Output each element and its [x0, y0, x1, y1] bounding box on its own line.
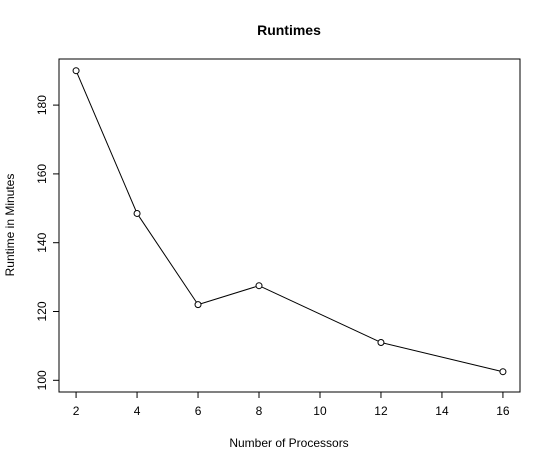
x-tick-label: 14 [435, 404, 449, 418]
y-tick-label: 100 [35, 370, 49, 390]
x-tick-label: 10 [313, 404, 327, 418]
series-line-segment [136, 213, 199, 305]
series-line-segment [75, 70, 138, 214]
x-tick-label: 12 [374, 404, 388, 418]
data-point-marker [255, 282, 263, 290]
data-point-marker [72, 67, 80, 75]
series-layer [72, 67, 507, 376]
data-point-marker [194, 301, 202, 309]
data-point-marker [133, 209, 141, 217]
x-tick-label: 2 [73, 404, 80, 418]
x-tick-label: 4 [134, 404, 141, 418]
y-tick-label: 120 [35, 301, 49, 321]
chart-title: Runtimes [257, 22, 321, 38]
plot-area-border [58, 58, 521, 393]
x-tick-label: 6 [195, 404, 202, 418]
series-line-segment [258, 285, 382, 343]
y-tick-label: 160 [35, 164, 49, 184]
x-axis: 2 4 6 8 10 12 14 16 [73, 392, 510, 418]
y-axis-label: Runtime in Minutes [3, 174, 17, 277]
data-point-marker [377, 338, 385, 346]
series-line-segment [380, 341, 504, 373]
x-tick-label: 8 [256, 404, 263, 418]
data-point-marker [499, 368, 507, 376]
y-tick-label: 140 [35, 232, 49, 252]
y-tick-label: 180 [35, 95, 49, 115]
series-line-segment [197, 285, 260, 306]
x-axis-label: Number of Processors [229, 436, 348, 450]
x-tick-label: 16 [496, 404, 510, 418]
y-axis: 100 120 140 160 180 [35, 95, 59, 390]
